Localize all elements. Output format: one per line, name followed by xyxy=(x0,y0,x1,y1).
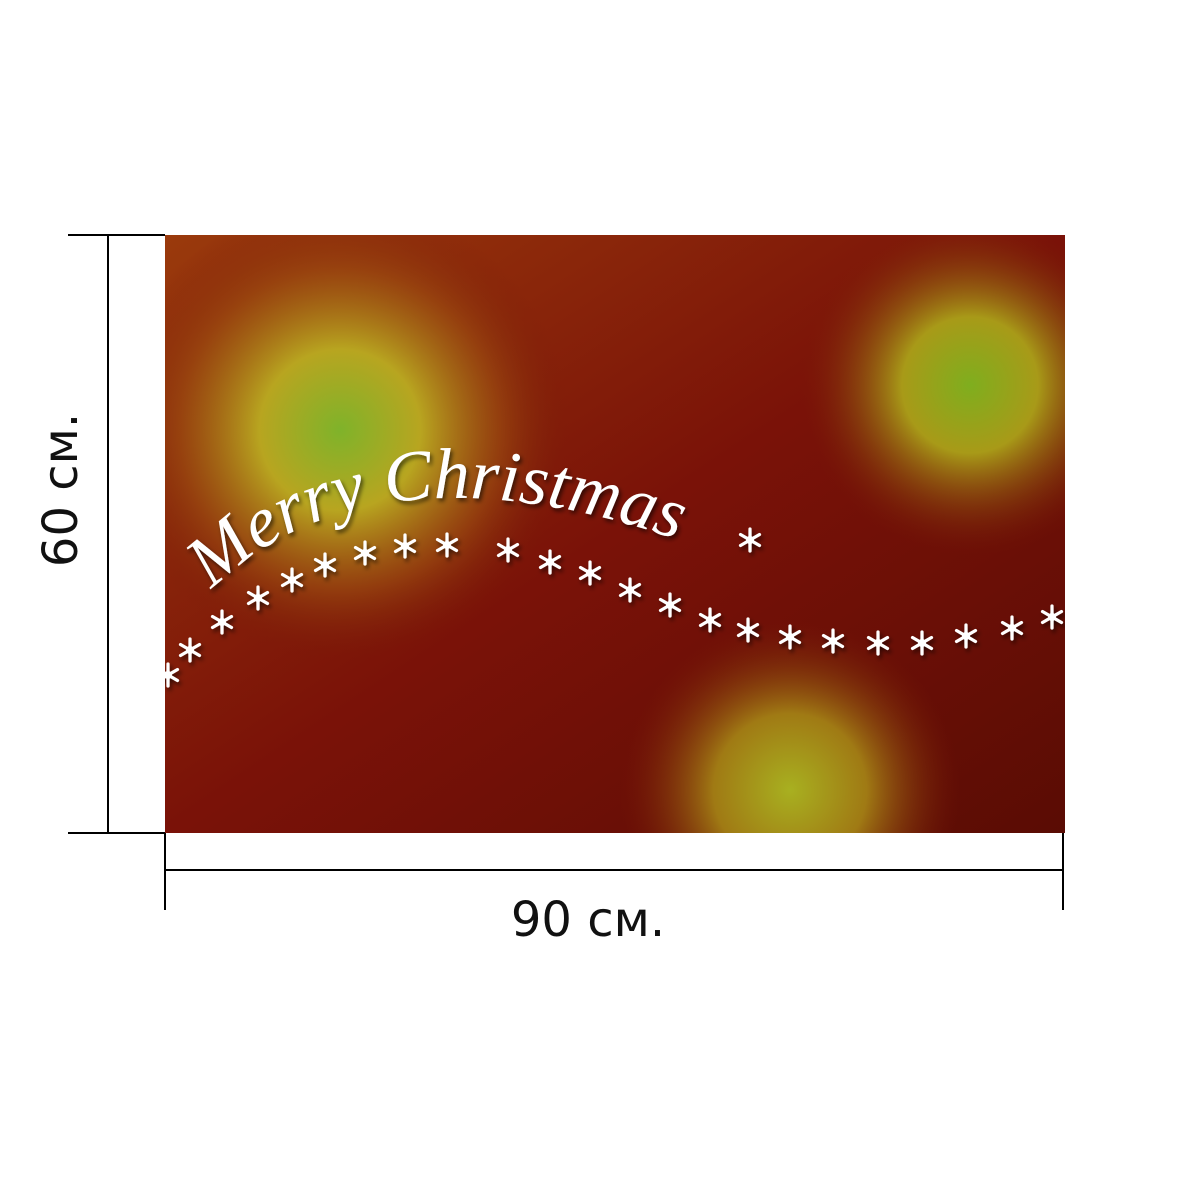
poster: Merry Christmas xyxy=(165,235,1065,833)
width-label: 90 см. xyxy=(511,892,665,948)
dimension-lines xyxy=(68,234,1064,910)
height-label: 60 см. xyxy=(33,413,89,567)
